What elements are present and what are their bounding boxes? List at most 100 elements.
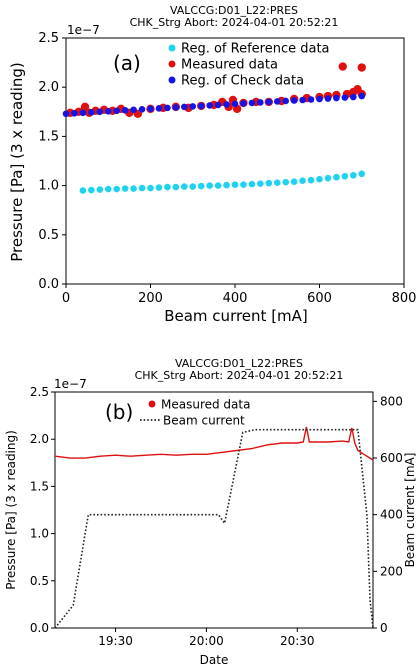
chart-a-point [164,183,171,191]
chart-a-point [147,184,154,192]
chart-a-point [121,185,129,192]
chart-a-point [96,108,104,116]
chart-a-point [290,178,298,185]
chart-a-point [257,99,264,106]
chart-a-point [333,173,340,181]
chart-b-subtitle: CHK_Strg Abort: 2024-04-01 20:52:21 [135,369,344,382]
chart-a-point [121,107,129,114]
chart-a-point [231,100,239,108]
chart-b-title: VALCCG:D01_L22:PRES [175,357,303,370]
chart-a-point [189,183,197,190]
chart-b-legend: Measured data Beam current [140,398,250,428]
chart-a-point [299,96,306,104]
chart-b-y-tick-label: 0.5 [30,574,49,588]
chart-a-point [130,106,137,114]
chart-b-panel-label: (b) [105,400,133,424]
chart-a-point [316,175,323,183]
chart-b-x-tick-label: 19:30 [98,634,133,648]
chart-a-y-multiplier: 1e−7 [67,23,100,37]
chart-a-point [206,182,213,189]
chart-a-point [181,183,188,190]
chart-a-point [282,97,290,105]
chart-a-point [155,184,163,191]
chart-a-x-tick-label: 600 [307,291,332,306]
chart-a-point [248,180,256,188]
chart-a-ylabel: Pressure [Pa] (3 x reading) [8,62,26,262]
chart-a-x-tick-label: 200 [138,291,163,306]
chart-a-point [223,181,230,189]
chart-b-y2label: Beam current [mA] [403,453,417,568]
chart-b-ylabel: Pressure [Pa] (3 x reading) [4,430,18,590]
chart-a-point [357,63,366,72]
chart-a-y-tick-label: 2.0 [38,80,59,95]
chart-a-point [62,110,70,118]
chart-a-legend-marker [168,76,176,84]
chart-a-point [307,96,315,103]
chart-a-point [113,185,120,193]
chart-a-y-tick-label: 0.5 [38,228,59,243]
chart-a-y-tick-label: 0.0 [38,277,59,292]
chart-a-legend-marker [168,44,176,52]
chart-b-xlabel: Date [200,653,229,667]
chart-a-point [231,181,239,188]
chart-a-point [358,92,366,100]
chart-a-point [79,109,87,117]
chart-a-point [273,98,281,105]
chart-b-y-multiplier: 1e−7 [54,377,87,391]
chart-a-point [316,95,323,103]
chart-b-y2-tick-label: 200 [380,564,403,578]
chart-a-series-3 [62,92,366,118]
chart-a-point [214,182,222,189]
chart-a-point [96,186,104,193]
chart-a-point [104,185,112,193]
chart-a-point [240,181,247,188]
chart-b-y-axis: 0.0 0.5 1.0 1.5 2.0 2.5 [30,385,55,635]
chart-a-point [240,100,247,107]
chart-b-legend-label: Measured data [161,398,250,412]
chart-a-y-tick-label: 2.5 [38,31,59,46]
chart-a-point [172,104,180,111]
chart-b-lines [54,426,374,629]
chart-b: VALCCG:D01_L22:PRES CHK_Strg Abort: 2024… [4,357,417,667]
chart-a: VALCCG:D01_L22:PRES CHK_Strg Abort: 2024… [8,4,416,325]
chart-a-legend-label: Reg. of Check data [181,74,304,89]
chart-a-point [358,170,366,178]
chart-a-point [350,171,357,179]
chart-b-x-tick-label: 20:00 [189,634,224,648]
chart-a-point [189,103,197,110]
chart-a-point [324,174,332,182]
chart-a-point [113,107,120,115]
chart-a-point [104,108,112,115]
chart-a-x-axis: 0 200 400 600 800 [62,284,417,306]
chart-a-point [223,101,230,108]
chart-b-y2-tick-label: 600 [380,451,403,465]
chart-a-x-tick-label: 400 [223,291,248,306]
chart-b-x-axis: 19:30 20:00 20:30 [98,628,315,648]
chart-a-point [130,185,137,192]
chart-a-point [138,106,146,113]
chart-a-y-axis: 0.0 0.5 1.0 1.5 2.0 2.5 [38,31,66,292]
chart-a-title: VALCCG:D01_L22:PRES [170,4,298,17]
chart-b-legend-label: Beam current [163,414,245,428]
chart-a-point [155,105,163,112]
chart-a-point [172,183,180,191]
chart-a-point [71,109,78,117]
chart-a-point [80,102,90,112]
chart-a-point [282,178,290,186]
chart-a-xlabel: Beam current [mA] [164,307,308,325]
chart-b-plot-frame [54,391,374,629]
chart-a-point [341,94,349,101]
chart-a-panel-label: (a) [113,51,141,75]
chart-b-y2-axis: 0 200 400 600 800 [373,394,403,635]
chart-a-point [197,182,205,190]
chart-a-point [88,186,95,194]
chart-a-point [338,62,347,71]
chart-a-x-tick-label: 800 [392,291,417,306]
chart-a-point [273,179,281,186]
chart-a-series-1 [79,170,366,194]
chart-a-point [299,177,306,184]
chart-a-point [88,108,95,116]
chart-b-y2-tick-label: 400 [380,508,403,522]
